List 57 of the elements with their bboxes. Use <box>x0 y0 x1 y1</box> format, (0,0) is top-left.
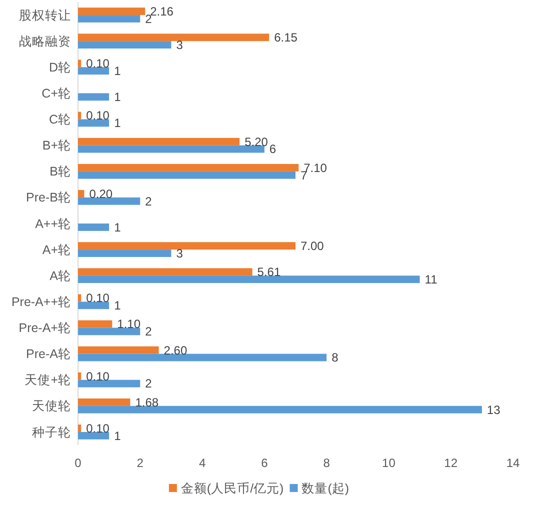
y-tick: C+轮 <box>42 86 71 100</box>
y-tick: 天使轮 <box>32 399 71 414</box>
y-tick: A++轮 <box>35 216 71 231</box>
x-tick: 8 <box>323 456 330 470</box>
data-label: 11 <box>424 272 438 286</box>
y-tick: Pre-A+轮 <box>18 321 71 336</box>
data-label: 13 <box>486 402 500 417</box>
data-label: 1 <box>114 90 121 104</box>
y-tick: 天使+轮 <box>24 373 71 388</box>
y-tick: A+轮 <box>42 242 71 257</box>
data-label: 0.10 <box>86 369 110 384</box>
y-tick: 种子轮 <box>32 425 71 440</box>
data-label: 6 <box>269 142 276 156</box>
data-label: 2.60 <box>164 343 188 358</box>
x-tick: 10 <box>382 456 396 470</box>
data-label: 2 <box>145 12 152 26</box>
y-tick: 战略融资 <box>19 34 71 48</box>
y-tick: Pre-A轮 <box>26 347 71 362</box>
y-tick: B+轮 <box>42 138 71 153</box>
x-tick: 2 <box>136 456 144 470</box>
data-label: 7.00 <box>300 239 324 254</box>
data-label: 1 <box>114 298 121 313</box>
data-label: 5.20 <box>244 134 268 149</box>
y-tick: Pre-B轮 <box>26 190 71 205</box>
data-label: 2 <box>145 324 152 339</box>
data-label: 1 <box>114 64 121 78</box>
y-tick: C轮 <box>48 112 71 127</box>
data-label: 2 <box>145 376 152 391</box>
data-label: 2.16 <box>150 4 174 18</box>
legend-label: 数量(起) <box>302 481 350 496</box>
data-label: 1.10 <box>117 317 141 332</box>
y-tick: Pre-A++轮 <box>11 294 71 309</box>
data-label: 3 <box>176 246 183 260</box>
data-label: 0.10 <box>86 108 110 123</box>
x-tick: 0 <box>74 456 82 470</box>
data-label: 2 <box>145 194 152 208</box>
x-tick: 6 <box>261 456 268 470</box>
x-tick: 4 <box>198 456 206 470</box>
y-tick: B轮 <box>50 164 71 179</box>
data-label: 1 <box>114 428 121 443</box>
data-label: 0.10 <box>86 421 110 436</box>
data-label: 1 <box>114 220 121 234</box>
data-label: 5.61 <box>257 265 281 280</box>
data-label: 0.20 <box>89 186 113 201</box>
data-label: 1.68 <box>135 395 159 410</box>
data-label: 8 <box>332 350 338 365</box>
y-tick: A轮 <box>50 268 71 283</box>
y-tick: D轮 <box>48 60 71 74</box>
data-label: 6.15 <box>274 30 298 45</box>
x-tick: 14 <box>506 456 520 470</box>
x-tick: 12 <box>444 456 458 470</box>
data-label: 0.10 <box>86 56 110 71</box>
data-label: 1 <box>114 116 121 130</box>
y-tick: 股权转让 <box>19 8 71 22</box>
legend-label: 金额(人民币/亿元) <box>180 481 284 496</box>
data-label: 3 <box>176 38 183 52</box>
data-label: 0.10 <box>86 291 110 306</box>
